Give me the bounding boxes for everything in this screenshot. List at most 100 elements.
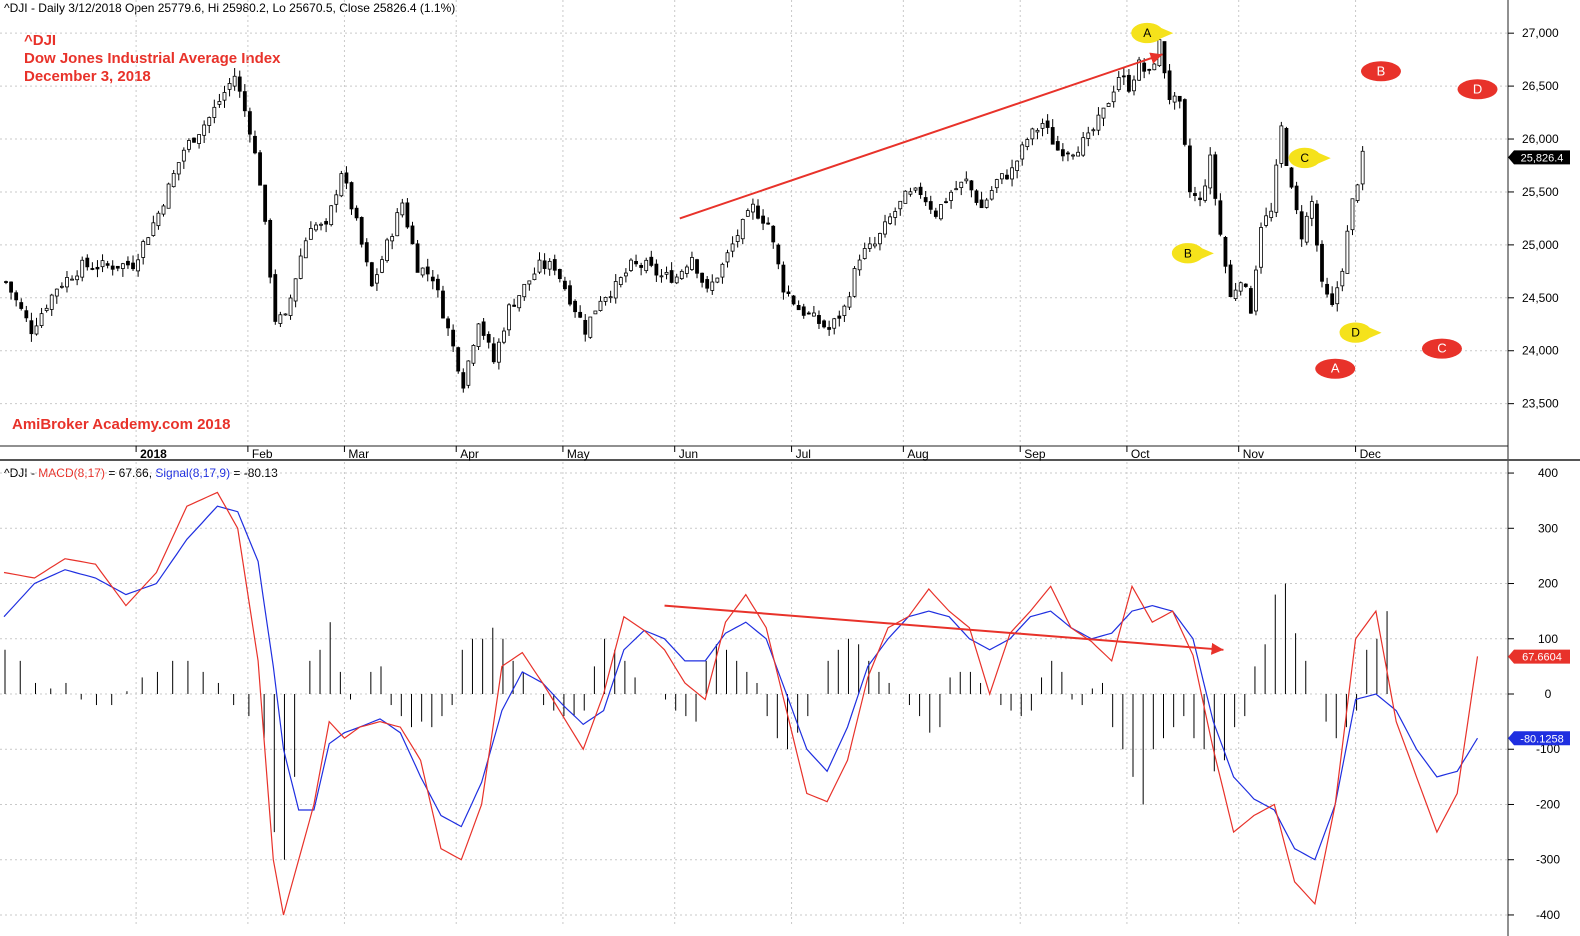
candle-body bbox=[156, 212, 161, 227]
candle-body bbox=[1254, 269, 1258, 312]
candle-body bbox=[725, 252, 730, 263]
candle-body bbox=[502, 330, 506, 343]
candle-body bbox=[944, 201, 948, 204]
candle-body bbox=[710, 281, 715, 291]
divergence-arrow bbox=[664, 604, 1224, 655]
badge-pointer bbox=[1316, 152, 1331, 165]
candle-body bbox=[791, 295, 796, 305]
candle-body bbox=[730, 243, 735, 252]
candle-body bbox=[593, 310, 598, 315]
badge-pointer bbox=[1367, 326, 1382, 339]
badge-pointer bbox=[1159, 27, 1174, 40]
candle-body bbox=[192, 137, 196, 143]
badge-label: D bbox=[1473, 81, 1482, 96]
badge-ellipse bbox=[1131, 23, 1164, 44]
candle-body bbox=[740, 218, 745, 240]
candle-body bbox=[1248, 288, 1253, 314]
candle-body bbox=[796, 305, 801, 311]
candle-body bbox=[1203, 185, 1208, 201]
candle-body bbox=[715, 277, 720, 283]
candle-body bbox=[222, 92, 227, 101]
price-candles bbox=[4, 31, 1365, 393]
x-tick-label: Mar bbox=[348, 447, 369, 461]
candle-body bbox=[862, 248, 867, 259]
candle-body bbox=[375, 274, 379, 284]
candle-body bbox=[979, 199, 984, 209]
candle-body bbox=[933, 210, 938, 217]
candle-body bbox=[1223, 237, 1228, 267]
candle-body bbox=[197, 134, 201, 144]
badge-label: B bbox=[1184, 246, 1192, 260]
candle-body bbox=[1121, 75, 1126, 78]
x-tick-label: Dec bbox=[1360, 447, 1381, 461]
candle-body bbox=[171, 173, 176, 188]
candle-body bbox=[857, 259, 862, 271]
candle-body bbox=[1345, 230, 1350, 274]
candle-body bbox=[969, 180, 974, 191]
chart-title-symbol: ^DJI bbox=[24, 32, 57, 49]
candle-body bbox=[1330, 293, 1335, 305]
candle-body bbox=[1299, 211, 1304, 240]
candle-body bbox=[9, 281, 13, 293]
macd-y-tick-label: -100 bbox=[1536, 742, 1560, 756]
candle-body bbox=[532, 273, 537, 281]
candle-body bbox=[994, 179, 999, 189]
wave-badge-red: A bbox=[1315, 358, 1356, 379]
x-tick-label: Jul bbox=[796, 447, 811, 461]
candle-body bbox=[684, 266, 689, 274]
candle-body bbox=[654, 263, 659, 276]
candle-body bbox=[588, 316, 593, 338]
price-y-tick-label: 26,500 bbox=[1522, 79, 1559, 93]
candle-body bbox=[557, 269, 562, 280]
candle-body bbox=[690, 257, 694, 270]
price-y-tick-label: 25,500 bbox=[1522, 185, 1559, 199]
candle-body bbox=[552, 259, 557, 271]
badge-label: D bbox=[1351, 326, 1360, 340]
candle-body bbox=[263, 184, 268, 222]
macd-y-tick-label: -200 bbox=[1536, 797, 1560, 811]
candle-body bbox=[1350, 198, 1355, 231]
wave-badge-red: B bbox=[1360, 61, 1401, 82]
candle-body bbox=[207, 117, 212, 126]
candle-body bbox=[878, 233, 882, 245]
candle-body bbox=[202, 124, 207, 136]
x-tick-label: 2018 bbox=[140, 447, 167, 461]
candle-body bbox=[578, 311, 583, 318]
candle-body bbox=[735, 235, 740, 242]
candle-body bbox=[496, 341, 501, 363]
candle-body bbox=[486, 333, 491, 343]
candle-body bbox=[1020, 144, 1025, 160]
candle-body bbox=[842, 305, 847, 316]
chart-title-block: ^DJI Dow Jones Industrial Average Index … bbox=[24, 32, 280, 86]
candle-body bbox=[913, 187, 918, 191]
candle-body bbox=[883, 221, 887, 235]
candle-body bbox=[644, 259, 649, 272]
candle-body bbox=[4, 281, 8, 283]
candle-body bbox=[1127, 74, 1131, 92]
candle-body bbox=[664, 271, 669, 275]
candle-body bbox=[237, 76, 242, 92]
candle-body bbox=[39, 313, 44, 326]
macd-histogram bbox=[4, 583, 1388, 860]
badge-ellipse bbox=[1421, 338, 1462, 359]
candle-body bbox=[1228, 264, 1233, 297]
candle-body bbox=[745, 210, 750, 217]
candle-body bbox=[405, 202, 410, 228]
last-close-badge bbox=[1508, 150, 1570, 165]
candle-body bbox=[1162, 41, 1167, 74]
candle-body bbox=[1045, 120, 1050, 128]
candle-body bbox=[420, 267, 425, 276]
badge-pointer bbox=[1199, 247, 1214, 260]
candle-body bbox=[989, 190, 994, 200]
candle-body bbox=[1066, 152, 1070, 155]
candle-body bbox=[598, 300, 603, 311]
candle-body bbox=[872, 243, 877, 247]
price-y-tick-label: 23,500 bbox=[1522, 397, 1559, 411]
candle-body bbox=[1269, 210, 1274, 218]
candle-body bbox=[136, 259, 141, 272]
candle-body bbox=[1132, 79, 1136, 92]
candle-body bbox=[832, 318, 837, 329]
candle-body bbox=[618, 277, 623, 285]
candle-body bbox=[227, 83, 232, 90]
